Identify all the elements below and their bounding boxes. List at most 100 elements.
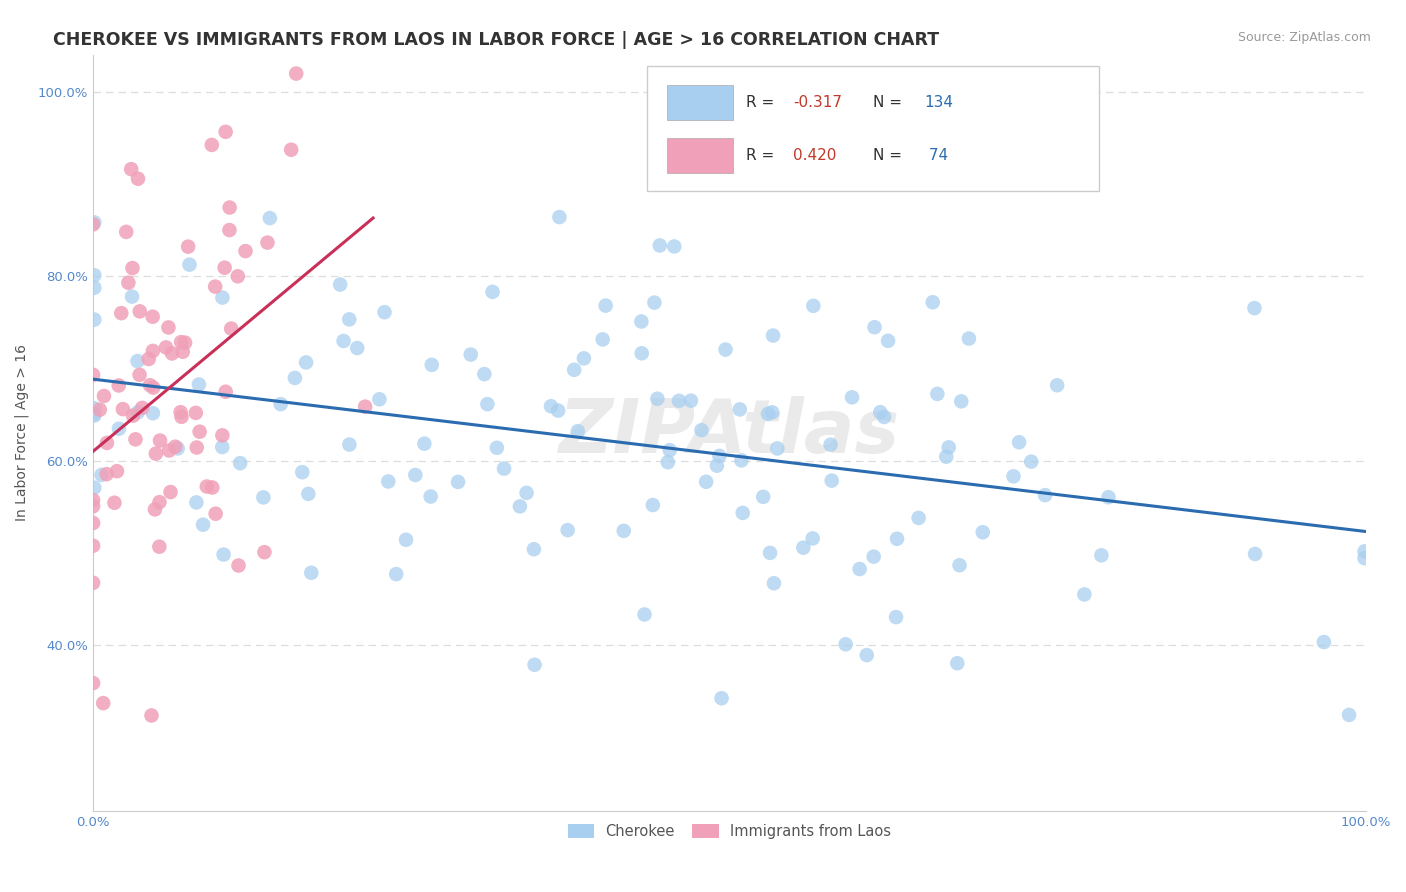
Point (664, 239, 686, 253)
Point (869, 405, 891, 419)
Point (212, 548, 235, 562)
Text: Source: ZipAtlas.com: Source: ZipAtlas.com (1237, 31, 1371, 45)
Point (337, 312, 360, 326)
Point (157, 320, 180, 334)
Point (165, 440, 187, 454)
Point (613, 524, 636, 538)
Point (128, 368, 150, 382)
Point (759, 546, 782, 560)
Point (762, 328, 785, 343)
Point (110, 306, 132, 320)
Point (82, 500, 104, 514)
Point (218, 201, 240, 215)
Point (801, 532, 824, 546)
Point (149, 434, 172, 448)
Point (157, 443, 180, 458)
Point (93, 389, 115, 403)
Point (83, 409, 105, 423)
Point (127, 171, 149, 186)
Point (841, 390, 863, 404)
Point (668, 393, 690, 408)
Point (460, 347, 482, 361)
Point (855, 648, 877, 662)
Point (142, 310, 165, 324)
Point (494, 461, 516, 475)
Point (1354, 551, 1376, 566)
Point (957, 332, 980, 346)
Point (658, 443, 681, 458)
Point (253, 545, 276, 559)
Point (148, 495, 170, 509)
Point (761, 405, 783, 419)
Point (377, 475, 399, 489)
Point (145, 447, 167, 461)
Point (706, 458, 728, 473)
Point (204, 507, 226, 521)
Point (259, 211, 281, 225)
Point (354, 400, 377, 414)
Point (766, 442, 789, 456)
Point (927, 387, 949, 401)
Point (1090, 549, 1112, 563)
Point (148, 540, 170, 554)
Point (252, 491, 274, 505)
Point (801, 299, 824, 313)
Point (1244, 547, 1267, 561)
Point (1097, 490, 1119, 504)
Point (96, 467, 118, 482)
Point (863, 320, 886, 334)
Point (633, 607, 655, 622)
Point (82, 539, 104, 553)
Point (83, 268, 105, 283)
Point (948, 558, 970, 573)
FancyBboxPatch shape (666, 138, 734, 173)
Point (142, 406, 165, 420)
Point (214, 260, 236, 275)
Point (413, 436, 436, 450)
Point (186, 495, 208, 509)
Point (873, 409, 896, 424)
Point (291, 465, 314, 479)
Point (131, 401, 153, 415)
Point (368, 392, 391, 407)
Point (404, 468, 426, 483)
Point (935, 450, 957, 464)
Point (127, 405, 149, 419)
Point (886, 532, 908, 546)
Point (82, 575, 104, 590)
Text: 134: 134 (924, 95, 953, 111)
Text: 74: 74 (924, 148, 948, 163)
Point (82, 676, 104, 690)
Point (1002, 469, 1025, 483)
Point (83, 215, 105, 229)
Point (548, 210, 571, 224)
Point (907, 511, 929, 525)
Point (211, 428, 233, 442)
Text: R =: R = (747, 148, 779, 163)
Point (690, 423, 713, 437)
Point (385, 567, 408, 582)
Point (540, 399, 562, 413)
Point (1337, 707, 1360, 722)
Text: -0.317: -0.317 (793, 95, 842, 111)
Point (117, 276, 139, 290)
Point (447, 475, 470, 489)
Point (82, 516, 104, 530)
Point (120, 162, 142, 177)
Point (643, 295, 665, 310)
Point (143, 502, 166, 516)
Point (731, 506, 754, 520)
Point (142, 381, 165, 395)
Point (395, 533, 418, 547)
Point (472, 367, 495, 381)
Y-axis label: In Labor Force | Age > 16: In Labor Force | Age > 16 (15, 344, 30, 522)
Point (115, 225, 138, 239)
Point (105, 464, 128, 478)
Point (516, 486, 538, 500)
Point (201, 137, 224, 152)
Point (938, 441, 960, 455)
Point (950, 394, 973, 409)
Point (121, 261, 143, 276)
Point (218, 223, 240, 237)
Point (1046, 378, 1069, 392)
